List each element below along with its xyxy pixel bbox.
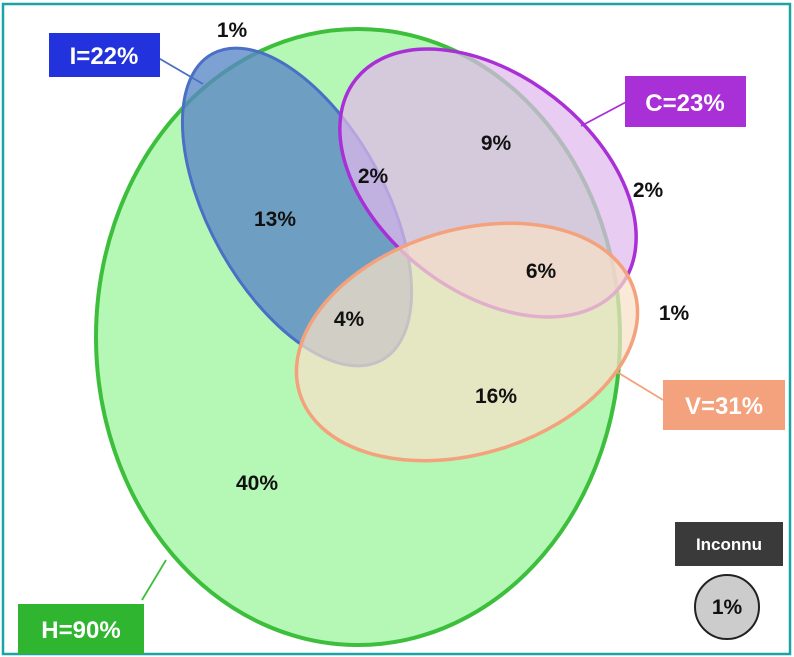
connector-V — [616, 371, 664, 401]
tag-I: I=22% — [49, 33, 160, 77]
connector-H — [141, 559, 167, 601]
unknown-value: 1% — [712, 596, 743, 619]
tag-V: V=31% — [663, 380, 785, 430]
region-H-I: 13% — [254, 208, 296, 231]
tag-C: C=23% — [625, 76, 746, 127]
tag-C-label: C=23% — [645, 90, 724, 117]
region-H-C: 9% — [481, 132, 512, 155]
region-H-only: 40% — [236, 472, 278, 495]
region-V-only: 1% — [659, 302, 690, 325]
tag-I-label: I=22% — [70, 43, 139, 70]
region-I-only: 1% — [217, 19, 248, 42]
region-H-C-V: 6% — [526, 260, 557, 283]
tag-H: H=90% — [18, 604, 144, 654]
set-V-ellipse — [294, 221, 640, 463]
region-H-V: 16% — [475, 385, 517, 408]
tag-H-label: H=90% — [41, 617, 120, 644]
connector-I — [154, 55, 204, 85]
unknown-badge: Inconnu — [675, 522, 783, 566]
region-H-I-V: 4% — [334, 308, 365, 331]
region-H-I-C: 2% — [358, 165, 389, 188]
tag-V-label: V=31% — [685, 393, 763, 420]
region-C-only: 2% — [633, 179, 664, 202]
unknown-circle — [694, 574, 760, 640]
unknown-label: Inconnu — [696, 535, 762, 554]
connector-C — [580, 100, 629, 127]
